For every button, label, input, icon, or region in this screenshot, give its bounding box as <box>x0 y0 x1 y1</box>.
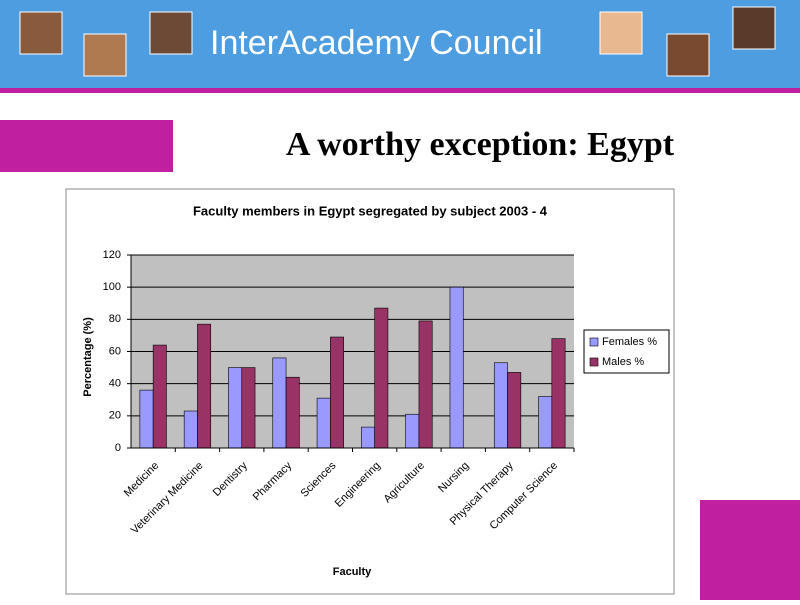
bar <box>152 344 167 449</box>
bar <box>538 396 553 449</box>
bar <box>285 376 300 449</box>
chart-title: Faculty members in Egypt segregated by s… <box>193 203 548 218</box>
legend-swatch <box>589 337 599 347</box>
bar <box>493 362 508 449</box>
x-axis-label: Faculty <box>333 566 372 578</box>
y-tick-label: 60 <box>109 345 121 357</box>
bar <box>418 320 433 449</box>
y-tick-label: 100 <box>103 281 121 293</box>
bar <box>374 307 389 449</box>
portraits <box>19 6 776 77</box>
bar <box>449 286 464 449</box>
bar <box>228 367 243 449</box>
accent-right <box>700 500 800 600</box>
y-axis-label: Percentage (%) <box>82 317 94 397</box>
accent-left <box>0 120 173 172</box>
legend-label: Males % <box>602 356 644 368</box>
y-tick-label: 40 <box>109 378 121 390</box>
y-tick-label: 0 <box>115 442 121 454</box>
legend-label: Females % <box>602 336 657 348</box>
y-tick-label: 20 <box>109 410 121 422</box>
bar <box>405 413 420 449</box>
bar <box>139 389 154 449</box>
bar <box>507 372 522 449</box>
bar <box>183 410 198 449</box>
y-tick-label: 80 <box>109 313 121 325</box>
bar <box>316 397 331 449</box>
bar <box>197 323 212 449</box>
legend-swatch <box>589 357 599 367</box>
bar <box>241 367 256 449</box>
slide-title: A worthy exception: Egypt <box>286 126 675 163</box>
bar <box>330 336 344 449</box>
y-tick-label: 120 <box>103 249 121 261</box>
bar <box>361 426 375 449</box>
bar <box>551 338 566 449</box>
header-title: InterAcademy Council <box>210 24 543 62</box>
header-rule <box>0 88 800 93</box>
bar <box>272 357 287 449</box>
